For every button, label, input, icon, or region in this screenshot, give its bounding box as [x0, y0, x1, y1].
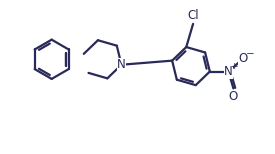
Text: −: −: [246, 49, 255, 59]
Text: +: +: [230, 62, 237, 71]
Text: N: N: [224, 65, 233, 78]
Text: O: O: [238, 53, 248, 65]
Text: Cl: Cl: [187, 9, 199, 22]
Text: O: O: [229, 90, 238, 103]
Text: N: N: [117, 58, 126, 71]
